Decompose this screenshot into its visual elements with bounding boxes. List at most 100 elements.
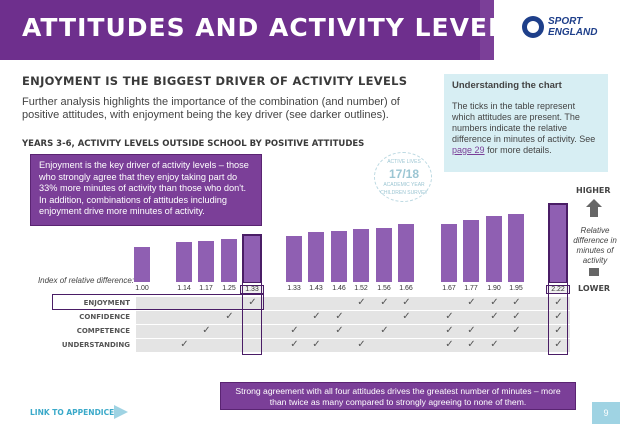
link-to-appendices[interactable]: LINK TO APPENDICES	[30, 408, 120, 417]
header-bar	[0, 0, 480, 60]
page-29-link[interactable]: page 29	[452, 145, 485, 155]
tick-mark: ✓	[554, 297, 563, 308]
badge-mid: ACADEMIC YEAR	[383, 182, 425, 188]
bar	[508, 214, 524, 282]
tick-mark: ✓	[248, 297, 257, 308]
enjoyment-callout: Enjoyment is the key driver of activity …	[30, 154, 262, 226]
bar-value-label: 1.17	[199, 285, 213, 292]
info-box-text-end: for more details.	[487, 145, 552, 155]
bar-value-label: 1.33	[240, 285, 264, 294]
bar-value-label: 1.46	[332, 285, 346, 292]
bar-value-label: 1.95	[509, 285, 523, 292]
badge-year: 17/18	[388, 167, 420, 181]
bar-value-label: 1.14	[177, 285, 191, 292]
tick-mark: ✓	[512, 297, 521, 308]
bar	[486, 216, 502, 282]
logo-line1: SPORT	[548, 16, 583, 27]
bar	[331, 231, 347, 282]
enjoyment-row-outline	[52, 294, 264, 310]
bar	[243, 235, 261, 283]
bar-value-label: 1.33	[287, 285, 301, 292]
row-label-competence: COMPETENCE	[76, 327, 130, 335]
tick-mark: ✓	[467, 339, 476, 350]
tick-mark: ✓	[402, 297, 411, 308]
tick-mark: ✓	[512, 311, 521, 322]
bar	[376, 228, 392, 282]
page-title: ATTITUDES AND ACTIVITY LEVELS	[22, 13, 524, 42]
index-label: Index of relative difference:	[37, 276, 134, 285]
tick-mark: ✓	[554, 339, 563, 350]
tick-mark: ✓	[335, 311, 344, 322]
info-box-body: The ticks in the table represent which a…	[452, 101, 600, 156]
bar	[286, 236, 302, 282]
tick-mark: ✓	[357, 339, 366, 350]
bar-value-label: 1.67	[442, 285, 456, 292]
tick-mark: ✓	[380, 325, 389, 336]
tick-mark: ✓	[357, 297, 366, 308]
arrow-up-icon	[586, 199, 602, 207]
tick-mark: ✓	[467, 297, 476, 308]
tick-mark: ✓	[554, 311, 563, 322]
bar-value-label: 2.22	[546, 285, 570, 294]
bar-value-label: 1.66	[399, 285, 413, 292]
info-box-title: Understanding the chart	[452, 80, 562, 91]
bar	[549, 204, 567, 283]
tick-mark: ✓	[490, 297, 499, 308]
arrow-right-icon[interactable]	[114, 405, 128, 419]
info-box: Understanding the chart The ticks in the…	[444, 74, 608, 172]
tick-mark: ✓	[180, 339, 189, 350]
bar	[308, 232, 324, 282]
bar	[398, 224, 414, 282]
bar	[176, 242, 192, 282]
tick-mark: ✓	[445, 339, 454, 350]
tick-mark: ✓	[445, 325, 454, 336]
badge-bottom: CHILDREN SURVEY	[380, 190, 428, 196]
bar	[463, 220, 479, 282]
bar	[441, 224, 457, 282]
tick-mark: ✓	[380, 297, 389, 308]
chart-heading: YEARS 3-6, ACTIVITY LEVELS OUTSIDE SCHOO…	[22, 139, 365, 149]
square-icon	[589, 268, 599, 276]
bar-value-label: 1.56	[377, 285, 391, 292]
tick-mark: ✓	[490, 339, 499, 350]
logo-line2: ENGLAND	[548, 27, 598, 38]
row-band	[136, 311, 570, 324]
tick-mark: ✓	[402, 311, 411, 322]
tick-mark: ✓	[554, 325, 563, 336]
bar	[198, 241, 214, 282]
row-label-enjoyment: ENJOYMENT	[83, 299, 130, 307]
tick-mark: ✓	[312, 311, 321, 322]
all-attitudes-callout: Strong agreement with all four attitudes…	[220, 382, 576, 410]
bar-value-label: 1.77	[464, 285, 478, 292]
bar-value-label: 1.25	[222, 285, 236, 292]
bar-value-label: 1.43	[309, 285, 323, 292]
row-band	[136, 339, 570, 352]
tick-mark: ✓	[490, 311, 499, 322]
legend-higher: HIGHER	[576, 186, 611, 195]
row-label-understanding: UNDERSTANDING	[61, 341, 130, 349]
tick-mark: ✓	[312, 339, 321, 350]
tick-mark: ✓	[512, 325, 521, 336]
tick-mark: ✓	[290, 325, 299, 336]
sport-england-logo-icon	[522, 16, 544, 38]
tick-mark: ✓	[202, 325, 211, 336]
row-band	[136, 325, 570, 338]
legend-lower: LOWER	[578, 284, 611, 293]
active-lives-badge: ACTIVE LIVES 17/18 ACADEMIC YEAR CHILDRE…	[374, 152, 432, 202]
intro-text: Further analysis highlights the importan…	[22, 96, 400, 121]
tick-mark: ✓	[467, 325, 476, 336]
tick-mark: ✓	[335, 325, 344, 336]
tick-mark: ✓	[225, 311, 234, 322]
row-label-confidence: CONFIDENCE	[79, 313, 130, 321]
row-band	[136, 297, 570, 310]
bar-value-label: 1.90	[487, 285, 501, 292]
bar	[353, 229, 369, 282]
tick-mark: ✓	[445, 311, 454, 322]
badge-top: ACTIVE LIVES	[387, 159, 421, 165]
tick-mark: ✓	[290, 339, 299, 350]
bar-value-label: 1.52	[354, 285, 368, 292]
section-heading: ENJOYMENT IS THE BIGGEST DRIVER OF ACTIV…	[22, 74, 408, 88]
arrow-stem-icon	[590, 207, 598, 217]
bar-value-label: 1.00	[135, 285, 149, 292]
bar	[221, 239, 237, 282]
